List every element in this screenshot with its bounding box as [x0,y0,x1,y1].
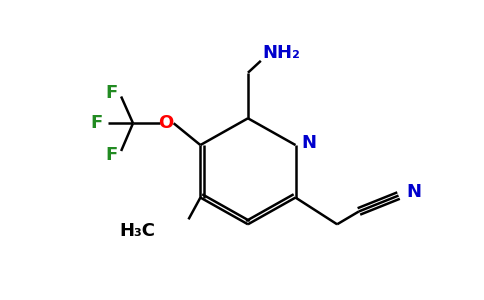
Text: N: N [302,134,317,152]
Text: NH₂: NH₂ [263,44,301,62]
Text: O: O [158,114,174,132]
Text: H₃C: H₃C [120,222,156,240]
Text: F: F [105,83,117,101]
Text: F: F [90,114,103,132]
Text: F: F [105,146,117,164]
Text: N: N [407,183,422,201]
